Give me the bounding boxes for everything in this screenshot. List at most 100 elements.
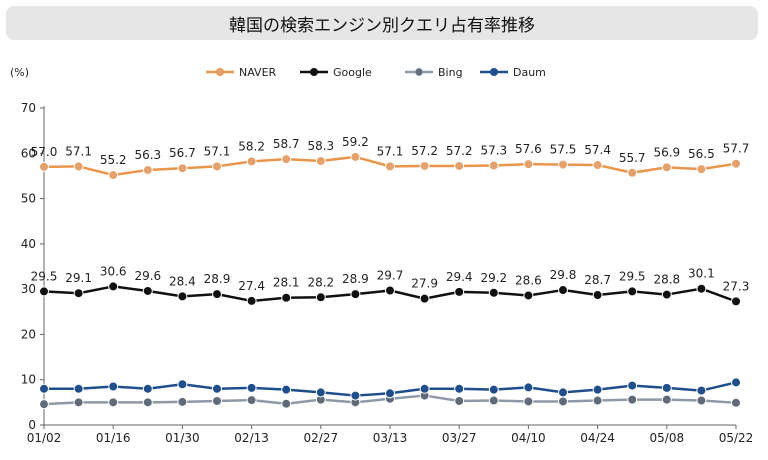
data-point <box>39 383 49 394</box>
data-label: 28.1 <box>273 276 300 290</box>
data-point <box>488 160 499 171</box>
y-tick-label: 60 <box>21 146 36 160</box>
y-tick-label: 0 <box>28 418 36 432</box>
data-label: 29.7 <box>377 269 404 283</box>
data-point <box>454 395 465 406</box>
legend-marker <box>415 68 423 76</box>
y-tick-label: 40 <box>21 237 36 251</box>
axes: (%) 0 10 20 30 40 50 60 70 01/02 01/16 01/30 02/13 02… <box>10 66 753 445</box>
data-label: 29.2 <box>480 271 507 285</box>
data-point <box>73 161 84 172</box>
data-point <box>385 388 395 399</box>
data-label: 27.4 <box>238 279 265 293</box>
data-point <box>731 158 741 169</box>
data-point <box>558 285 568 296</box>
data-point <box>661 162 672 173</box>
legend-label: NAVER <box>239 66 277 79</box>
y-tick-label: 30 <box>21 282 36 296</box>
data-point <box>592 160 603 171</box>
data-point <box>419 160 430 171</box>
data-point <box>108 381 119 392</box>
data-label: 27.3 <box>723 279 750 293</box>
data-point <box>558 159 568 170</box>
data-label: 29.6 <box>134 269 161 283</box>
data-point <box>246 382 257 393</box>
data-label: 29.5 <box>619 269 646 283</box>
data-label: 55.2 <box>100 153 127 167</box>
data-point <box>731 397 741 408</box>
data-point <box>419 293 430 304</box>
data-point <box>558 387 568 398</box>
data-point <box>39 286 49 297</box>
data-point <box>627 394 638 405</box>
data-point <box>39 161 49 172</box>
data-point <box>592 395 603 406</box>
data-label: 58.3 <box>307 139 334 153</box>
data-point <box>661 382 672 393</box>
x-tick-label: 02/13 <box>234 431 269 445</box>
data-label: 29.5 <box>31 269 58 283</box>
data-label: 59.2 <box>342 135 369 149</box>
data-point <box>142 285 153 296</box>
data-label: 29.8 <box>550 268 577 282</box>
data-point <box>39 399 49 410</box>
data-point <box>281 398 292 409</box>
data-point <box>592 384 603 395</box>
data-point <box>177 291 188 302</box>
x-tick-label: 03/13 <box>373 431 408 445</box>
data-point <box>350 151 361 162</box>
data-point <box>177 379 188 390</box>
data-label: 28.4 <box>169 274 196 288</box>
data-point <box>523 396 534 407</box>
data-point <box>661 394 672 405</box>
data-label: 29.4 <box>446 270 473 284</box>
data-point <box>592 290 603 301</box>
legend-marker <box>490 68 498 76</box>
legend-marker <box>310 68 318 76</box>
data-point <box>696 164 707 175</box>
data-label: 28.8 <box>653 273 680 287</box>
legend-label: Google <box>333 66 372 79</box>
data-point <box>661 289 672 300</box>
data-point <box>73 383 84 394</box>
data-label: 57.1 <box>65 144 92 158</box>
series-layer: 57.0 57.1 55.2 56.3 56.7 57.1 58.2 58.7 58.3 59.2… <box>31 135 750 410</box>
data-point <box>454 383 465 394</box>
data-point <box>523 290 534 301</box>
data-point <box>281 384 292 395</box>
series-bing <box>39 390 741 410</box>
data-label: 56.7 <box>169 146 196 160</box>
data-label: 57.1 <box>204 144 231 158</box>
data-point <box>108 397 119 408</box>
y-tick-label: 20 <box>21 327 36 341</box>
data-point <box>627 380 638 391</box>
x-tick-label: 05/08 <box>650 431 685 445</box>
data-point <box>627 167 638 178</box>
x-tick-label: 04/24 <box>580 431 615 445</box>
data-label: 58.7 <box>273 137 300 151</box>
data-point <box>696 385 707 396</box>
y-tick-label: 70 <box>21 101 36 115</box>
data-label: 56.9 <box>653 145 680 159</box>
data-point <box>731 377 741 388</box>
data-point <box>142 383 153 394</box>
data-label: 30.6 <box>100 264 127 278</box>
data-point <box>558 396 568 407</box>
data-point <box>315 292 326 303</box>
data-label: 28.6 <box>515 273 542 287</box>
data-label: 29.1 <box>65 271 92 285</box>
data-label: 55.7 <box>619 151 646 165</box>
x-tick-label: 01/02 <box>27 431 62 445</box>
data-label: 57.5 <box>550 143 577 157</box>
x-tick-label: 01/16 <box>96 431 131 445</box>
data-point <box>385 285 395 296</box>
legend-label: Bing <box>438 66 463 79</box>
data-point <box>212 289 222 300</box>
series-naver: 57.0 57.1 55.2 56.3 56.7 57.1 58.2 58.7 58.3 59.2… <box>31 135 749 181</box>
y-tick-label: 50 <box>21 192 36 206</box>
data-label: 56.5 <box>688 147 715 161</box>
y-tick-label: 10 <box>21 373 36 387</box>
data-point <box>419 383 430 394</box>
data-point <box>142 397 153 408</box>
